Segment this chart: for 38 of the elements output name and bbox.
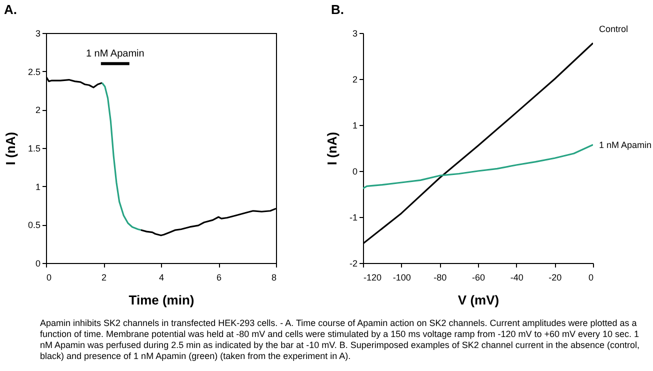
x-tick-label: -60 [472, 272, 486, 282]
x-tick-label: -100 [392, 272, 411, 282]
y-tick-label: 2 [352, 74, 358, 84]
text: Apamin inhibits SK2 channels in transfected HEK-293 cells. - A. Time course of Apamin action on SK2 channels. Current amplitudes were plotted as a function of time. Membrane potential was held at -80 mV and cells were stimulated by a 150 ms voltage ramp from -120 mV to +60 mV every 10 sec. 1 nM Apamin was perfused during 2.5 min as indicated by the bar at -10 mV. B. Superimposed examples of SK2 channel current in the absence (control, black) and presence of 1 nM Apamin (green) (taken from the experiment in A). [40, 318, 640, 362]
series-label: 1 nM Apamin [86, 48, 144, 60]
y-tick-label: 3 [352, 28, 358, 38]
series-label: Control [599, 24, 628, 34]
x-axis-title: V (mV) [458, 292, 500, 308]
y-axis-title: I (nA) [2, 132, 18, 166]
x-tick-label: 8 [271, 272, 276, 282]
line-series [363, 144, 593, 190]
y-tick-label: -1 [349, 212, 358, 222]
y-tick-label: 0.5 [28, 220, 40, 230]
y-tick-label: 1.5 [28, 144, 40, 154]
chart-title: B. [331, 2, 344, 17]
line-series [101, 82, 142, 231]
y-tick-label: -2 [349, 258, 358, 268]
y-tick-label: 1 [35, 182, 40, 192]
x-axis-title: Time (min) [128, 292, 194, 308]
x-tick-label: -80 [434, 272, 447, 282]
series-label: 1 nM Apamin [599, 140, 652, 150]
y-axis-title: I (nA) [324, 132, 340, 166]
y-tick-label: 2.5 [28, 66, 40, 77]
x-tick-label: 4 [158, 272, 164, 282]
line-series [46, 76, 103, 88]
x-tick-label: -120 [364, 272, 382, 282]
x-tick-label: 6 [216, 272, 222, 282]
y-tick-label: 3 [35, 28, 40, 38]
x-tick-label: -40 [510, 272, 524, 282]
y-tick-label: 0 [35, 258, 40, 268]
chart-title: A. [4, 2, 17, 17]
y-tick-label: 1 [352, 120, 358, 130]
x-tick-label: 0 [588, 272, 594, 282]
x-tick-label: 0 [46, 272, 52, 282]
y-tick-label: 0 [352, 166, 358, 176]
y-tick-label: 2 [35, 105, 40, 116]
x-tick-label: 2 [101, 272, 107, 282]
x-tick-label: -20 [548, 272, 562, 282]
